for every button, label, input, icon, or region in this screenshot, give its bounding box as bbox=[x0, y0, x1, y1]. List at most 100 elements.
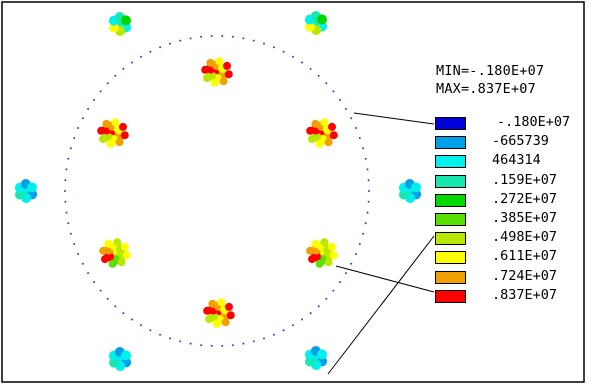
ring-dot bbox=[65, 211, 68, 214]
cluster-blob bbox=[328, 242, 336, 251]
ring-dot bbox=[122, 67, 125, 70]
ring-dot bbox=[362, 147, 365, 150]
cluster-blob bbox=[104, 239, 113, 248]
legend-label-5: .385E+07 bbox=[492, 210, 558, 226]
cluster-blob bbox=[203, 74, 211, 83]
legend-label-8: .724E+07 bbox=[492, 267, 558, 284]
leader-line-2 bbox=[335, 265, 435, 293]
ring-dot bbox=[282, 50, 285, 53]
ring-dot bbox=[221, 344, 224, 347]
ring-dot bbox=[309, 312, 312, 315]
ring-dot bbox=[77, 127, 80, 129]
ring-dot bbox=[149, 50, 152, 53]
legend-label-0: -.180E+07 bbox=[497, 114, 571, 130]
ring-dot bbox=[263, 337, 265, 340]
legend-leader-lines bbox=[327, 112, 435, 375]
ring-dot bbox=[350, 262, 353, 265]
cluster-blob bbox=[308, 135, 316, 144]
ring-dot bbox=[179, 340, 182, 343]
ring-dot bbox=[87, 272, 90, 275]
cluster-inner-lower-right bbox=[306, 238, 338, 268]
ring-dot bbox=[210, 35, 213, 38]
ring-dot bbox=[179, 39, 182, 42]
leader-line-1 bbox=[353, 112, 435, 125]
legend-label-6: .498E+07 bbox=[492, 229, 558, 246]
cluster-inner-lower-left bbox=[99, 238, 131, 268]
ring-dot bbox=[272, 333, 275, 336]
cluster-blob bbox=[305, 21, 315, 32]
legend-label-7: .611E+07 bbox=[492, 248, 558, 265]
ring-dot bbox=[64, 200, 67, 203]
ring-dot bbox=[210, 344, 213, 347]
cluster-blob bbox=[99, 135, 107, 144]
ring-dot bbox=[366, 211, 369, 214]
cluster-blob bbox=[120, 131, 129, 140]
ring-dot bbox=[106, 82, 109, 85]
cluster-blob bbox=[411, 182, 421, 193]
ring-dot bbox=[67, 222, 70, 225]
cluster-inner-upper-right bbox=[306, 118, 338, 148]
cluster-blob bbox=[99, 246, 108, 255]
ring-dot bbox=[149, 329, 152, 332]
ring-dot bbox=[114, 74, 117, 77]
ring-dot bbox=[242, 37, 245, 40]
ring-dot bbox=[332, 289, 335, 292]
cluster-blob bbox=[115, 138, 124, 147]
cluster-blob bbox=[306, 126, 315, 135]
ring-dot bbox=[69, 147, 72, 150]
ring-dot bbox=[325, 82, 328, 85]
cluster-outer-top-left bbox=[108, 12, 132, 36]
ring-dot bbox=[317, 74, 320, 77]
legend-label-9: .837E+07 bbox=[492, 286, 558, 303]
cluster-blob bbox=[320, 238, 329, 247]
ring-dot bbox=[93, 98, 95, 101]
ring-dot bbox=[263, 42, 265, 45]
legend-swatch-0 bbox=[435, 117, 466, 130]
ring-dot bbox=[200, 344, 203, 347]
ring-dot bbox=[73, 243, 76, 245]
legend-swatch-3 bbox=[435, 174, 466, 188]
stress-clusters bbox=[14, 11, 422, 371]
cluster-blob bbox=[219, 77, 228, 86]
cluster-blob bbox=[324, 138, 333, 147]
legend-swatch-4 bbox=[435, 193, 466, 207]
ring-dot bbox=[131, 61, 133, 64]
ring-dot bbox=[87, 107, 90, 110]
ring-dot bbox=[81, 262, 84, 265]
cluster-blob bbox=[328, 122, 336, 131]
cluster-blob bbox=[221, 318, 230, 327]
ring-dot bbox=[272, 46, 275, 49]
legend-swatch-1 bbox=[435, 136, 466, 150]
ring-dot bbox=[325, 297, 328, 300]
min-label: MIN=-.180E+07 bbox=[436, 63, 545, 79]
legend-label-4: .272E+07 bbox=[492, 190, 558, 207]
cluster-blob bbox=[305, 356, 315, 367]
legend-label-2: 464314 bbox=[492, 152, 541, 169]
ring-dot bbox=[65, 168, 68, 171]
cluster-blob bbox=[308, 255, 316, 264]
cluster-blob bbox=[109, 22, 119, 33]
cluster-blob bbox=[121, 242, 129, 251]
cluster-blob bbox=[102, 119, 111, 128]
ring-dot bbox=[169, 42, 171, 45]
cluster-blob bbox=[324, 258, 333, 267]
cluster-inner-top bbox=[201, 57, 233, 87]
ring-dot bbox=[231, 35, 234, 38]
ring-dot bbox=[354, 253, 357, 255]
legend-label-3: .159E+07 bbox=[492, 171, 558, 188]
cluster-blob bbox=[311, 239, 320, 248]
cluster-blob bbox=[225, 302, 233, 311]
cluster-blob bbox=[203, 306, 212, 315]
cluster-blob bbox=[317, 349, 327, 360]
ring-dot bbox=[282, 329, 285, 332]
cluster-blob bbox=[311, 119, 320, 128]
cluster-blob bbox=[121, 350, 131, 361]
ring-dot bbox=[252, 39, 255, 42]
cluster-outer-top-right bbox=[304, 11, 328, 35]
ring-dot bbox=[252, 340, 255, 343]
cluster-blob bbox=[97, 126, 106, 135]
ring-dot bbox=[64, 190, 66, 192]
ring-dot bbox=[122, 312, 125, 315]
